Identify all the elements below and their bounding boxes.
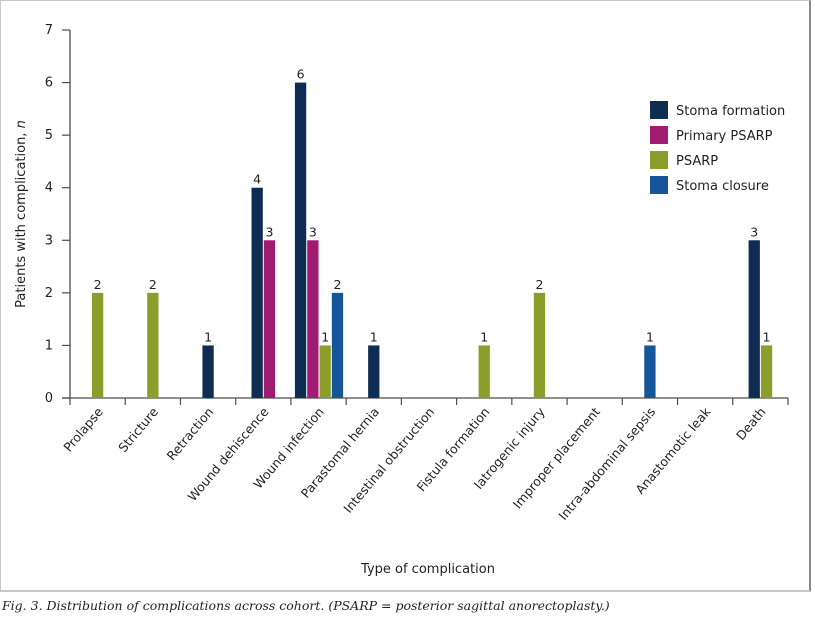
category-label: Intestinal obstruction	[340, 404, 437, 516]
value-label: 2	[94, 277, 102, 292]
legend-swatch	[650, 101, 668, 119]
bar	[748, 240, 760, 398]
legend: Stoma formation Primary PSARP PSARP Stoma c…	[650, 101, 785, 194]
y-tick-label: 1	[45, 338, 53, 353]
y-axis-title-italic: n	[14, 120, 29, 128]
value-label: 3	[309, 224, 317, 239]
y-tick-label: 4	[45, 181, 53, 196]
category-label: Retraction	[164, 404, 217, 463]
value-label: 1	[370, 329, 378, 344]
value-label: 4	[253, 172, 261, 187]
legend-swatch	[650, 151, 668, 169]
y-tick-label: 0	[45, 391, 53, 406]
value-label: 1	[480, 329, 488, 344]
y-tick-label: 3	[45, 233, 53, 248]
value-label: 1	[763, 329, 771, 344]
value-label: 1	[646, 329, 654, 344]
category-label: Stricture	[115, 404, 161, 455]
legend-swatch	[650, 126, 668, 144]
bar	[294, 82, 307, 399]
value-label: 1	[321, 329, 329, 344]
bar	[263, 240, 276, 398]
y-tick-label: 5	[45, 128, 53, 143]
category-label: Prolapse	[60, 404, 106, 455]
category-label: Intra-abdominal sepsis	[555, 404, 658, 523]
bar	[368, 345, 380, 398]
legend-label: PSARP	[676, 154, 718, 169]
y-axis-title: Patients with complication, n	[14, 120, 29, 308]
bar	[760, 345, 773, 398]
legend-label: Primary PSARP	[676, 129, 773, 144]
legend-label: Stoma closure	[676, 179, 769, 194]
value-label: 6	[297, 67, 305, 82]
bar	[91, 292, 104, 398]
legend-label: Stoma formation	[676, 104, 785, 119]
legend-swatch	[650, 176, 668, 194]
value-label: 3	[750, 224, 758, 239]
bar	[644, 345, 656, 398]
bar	[478, 345, 490, 398]
bars	[91, 82, 773, 399]
bar	[307, 240, 319, 398]
value-label: 2	[149, 277, 157, 292]
category-label: Death	[733, 404, 769, 443]
y-tick-label: 2	[45, 286, 53, 301]
value-label: 1	[204, 329, 212, 344]
bar	[147, 292, 159, 398]
bar	[251, 187, 263, 398]
bar	[533, 292, 546, 398]
bar	[202, 345, 214, 398]
y-tick-label: 7	[45, 23, 53, 38]
bar	[331, 292, 344, 398]
value-label: 2	[333, 277, 341, 292]
bar-chart: 0 1 2 3 4 5 6 7 2 2 1 4 3 6 3 1 2 1 1 2 1 3 1 Prolapse Strictu…	[14, 23, 789, 577]
figure-caption: Fig. 3. Distribution of complications ac…	[2, 598, 610, 613]
value-label: 3	[265, 224, 273, 239]
y-tick-label: 6	[45, 76, 53, 91]
figure-frame	[0, 0, 811, 592]
bar	[319, 345, 331, 398]
value-labels: 2 2 1 4 3 6 3 1 2 1 1 2 1 3 1	[94, 67, 771, 345]
x-axis-title: Type of complication	[360, 562, 495, 577]
value-label: 2	[535, 277, 543, 292]
y-axis: 0 1 2 3 4 5 6 7	[45, 23, 71, 406]
x-axis	[62, 397, 789, 405]
